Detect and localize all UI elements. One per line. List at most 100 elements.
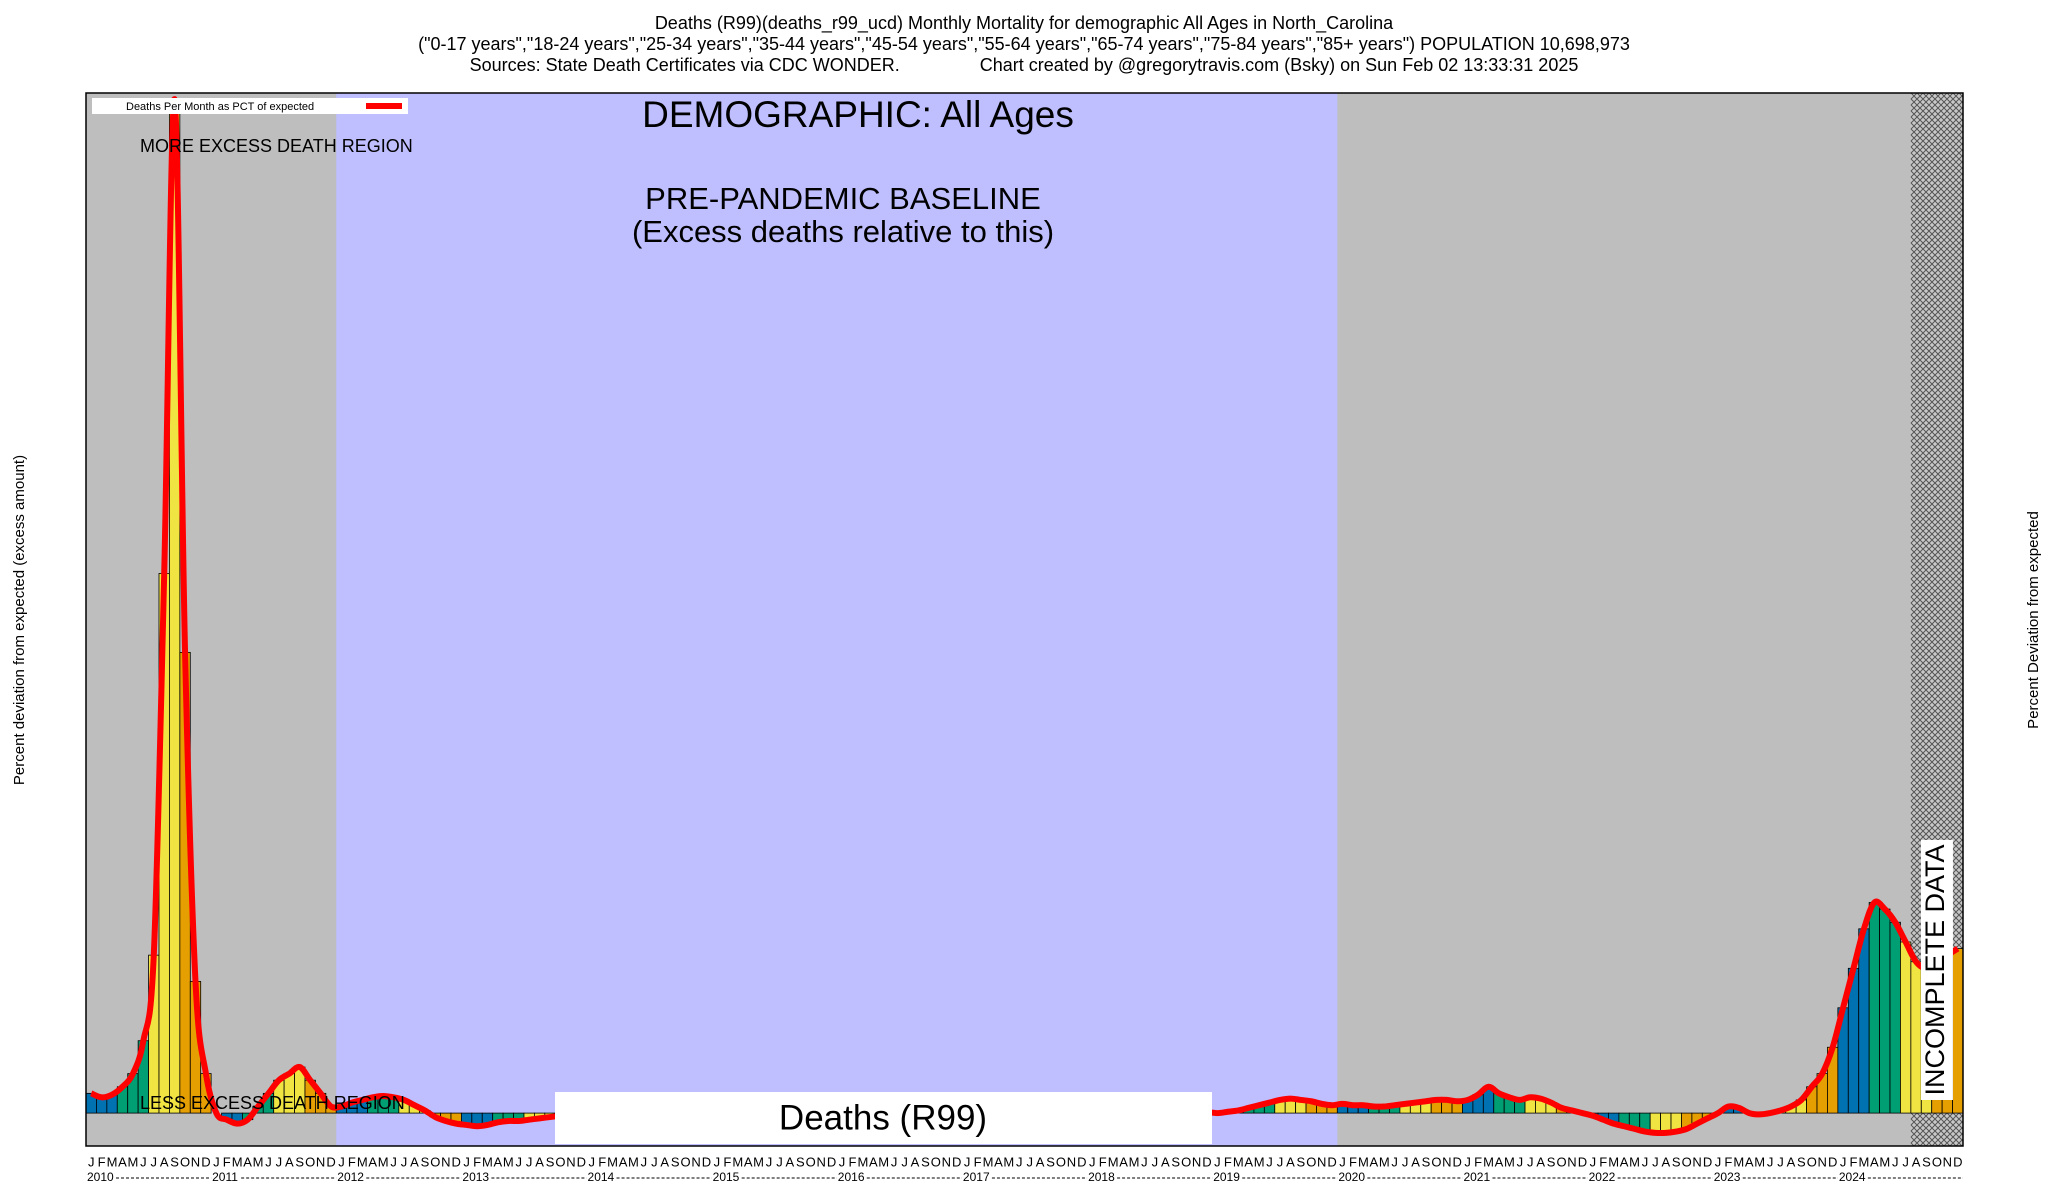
- x-month-label: F: [473, 1154, 481, 1169]
- x-month-label: M: [983, 1154, 994, 1169]
- x-month-label: J: [1840, 1154, 1847, 1169]
- x-month-label: A: [1745, 1154, 1754, 1169]
- x-month-label: S: [796, 1154, 805, 1169]
- x-month-label: A: [1912, 1154, 1921, 1169]
- legend-box: [92, 98, 408, 114]
- x-month-label: M: [1254, 1154, 1265, 1169]
- x-year-label: 2013: [462, 1170, 489, 1184]
- x-month-label: M: [1879, 1154, 1890, 1169]
- x-month-label: O: [430, 1154, 440, 1169]
- x-month-label: J: [1402, 1154, 1409, 1169]
- x-month-label: D: [326, 1154, 335, 1169]
- x-year-label: 2024: [1839, 1170, 1866, 1184]
- x-month-label: S: [921, 1154, 930, 1169]
- bar: [1952, 948, 1964, 1114]
- x-month-label: F: [1724, 1154, 1732, 1169]
- x-month-label: F: [1850, 1154, 1858, 1169]
- x-month-label: J: [651, 1154, 658, 1169]
- x-month-label: M: [378, 1154, 389, 1169]
- x-month-label: J: [588, 1154, 595, 1169]
- x-month-label: N: [566, 1154, 575, 1169]
- x-month-label: S: [546, 1154, 555, 1169]
- x-month-label: J: [1277, 1154, 1284, 1169]
- cause-box: [555, 1092, 1212, 1144]
- x-month-label: O: [681, 1154, 691, 1169]
- x-month-label: O: [1807, 1154, 1817, 1169]
- x-month-label: F: [974, 1154, 982, 1169]
- bar: [1900, 941, 1912, 1114]
- x-month-label: O: [1932, 1154, 1942, 1169]
- x-month-label: A: [1286, 1154, 1295, 1169]
- y-axis-label: Percent deviation from expected (excess …: [11, 455, 28, 785]
- x-month-label: S: [1797, 1154, 1806, 1169]
- x-month-label: F: [848, 1154, 856, 1169]
- x-year-label: 2010: [87, 1170, 114, 1184]
- x-month-label: M: [482, 1154, 493, 1169]
- x-month-label: A: [1536, 1154, 1545, 1169]
- x-month-label: M: [1129, 1154, 1140, 1169]
- x-month-label: J: [1715, 1154, 1722, 1169]
- x-year-label: 2023: [1714, 1170, 1741, 1184]
- x-month-label: M: [753, 1154, 764, 1169]
- x-month-label: J: [1016, 1154, 1023, 1169]
- x-month-label: M: [1483, 1154, 1494, 1169]
- title-line: Deaths (R99)(deaths_r99_ucd) Monthly Mor…: [655, 13, 1394, 34]
- x-month-label: A: [786, 1154, 795, 1169]
- x-month-label: A: [744, 1154, 753, 1169]
- x-month-label: N: [316, 1154, 325, 1169]
- x-month-label: J: [1026, 1154, 1033, 1169]
- x-month-label: J: [1590, 1154, 1597, 1169]
- bar: [1879, 908, 1891, 1114]
- x-year-label: 2021: [1463, 1170, 1490, 1184]
- x-month-label: S: [170, 1154, 179, 1169]
- x-month-label: S: [421, 1154, 430, 1169]
- x-month-label: A: [1787, 1154, 1796, 1169]
- x-month-label: J: [901, 1154, 908, 1169]
- x-month-label: D: [1578, 1154, 1587, 1169]
- x-month-label: F: [98, 1154, 106, 1169]
- bar: [1868, 902, 1880, 1114]
- x-month-label: J: [641, 1154, 648, 1169]
- x-month-label: J: [390, 1154, 397, 1169]
- less-region-label: LESS EXCESS DEATH REGION: [140, 1093, 405, 1113]
- demographic-label: DEMOGRAPHIC: All Ages: [642, 94, 1074, 135]
- plot-frame: [85, 92, 1964, 1147]
- x-month-label: F: [1224, 1154, 1232, 1169]
- x-month-label: D: [1327, 1154, 1336, 1169]
- x-month-label: S: [1422, 1154, 1431, 1169]
- x-month-label: M: [253, 1154, 264, 1169]
- x-month-label: N: [1567, 1154, 1576, 1169]
- x-month-label: M: [878, 1154, 889, 1169]
- title-line: Sources: State Death Certificates via CD…: [470, 55, 1579, 75]
- x-month-label: J: [776, 1154, 783, 1169]
- x-month-label: M: [1733, 1154, 1744, 1169]
- x-month-label: J: [891, 1154, 898, 1169]
- x-month-label: J: [88, 1154, 95, 1169]
- x-month-label: D: [451, 1154, 460, 1169]
- more-region-label: MORE EXCESS DEATH REGION: [140, 136, 413, 156]
- incomplete-label: INCOMPLETE DATA: [1920, 844, 1950, 1095]
- x-month-label: O: [1431, 1154, 1441, 1169]
- cause-label: Deaths (R99): [779, 1098, 987, 1137]
- baseline-label: PRE-PANDEMIC BASELINE: [645, 181, 1041, 216]
- x-month-label: D: [201, 1154, 210, 1169]
- x-month-label: A: [160, 1154, 169, 1169]
- x-month-label: A: [619, 1154, 628, 1169]
- x-year-label: 2012: [337, 1170, 364, 1184]
- x-month-label: J: [516, 1154, 523, 1169]
- x-month-label: N: [1192, 1154, 1201, 1169]
- x-month-label: J: [1214, 1154, 1221, 1169]
- x-month-label: J: [1266, 1154, 1273, 1169]
- x-month-label: O: [1181, 1154, 1191, 1169]
- x-month-label: S: [1046, 1154, 1055, 1169]
- x-month-label: J: [839, 1154, 846, 1169]
- x-month-label: A: [1620, 1154, 1629, 1169]
- x-month-label: S: [295, 1154, 304, 1169]
- x-month-label: N: [691, 1154, 700, 1169]
- x-month-label: D: [1077, 1154, 1086, 1169]
- x-month-label: N: [1317, 1154, 1326, 1169]
- x-month-label: M: [1754, 1154, 1765, 1169]
- x-month-label: J: [526, 1154, 533, 1169]
- x-month-label: J: [1464, 1154, 1471, 1169]
